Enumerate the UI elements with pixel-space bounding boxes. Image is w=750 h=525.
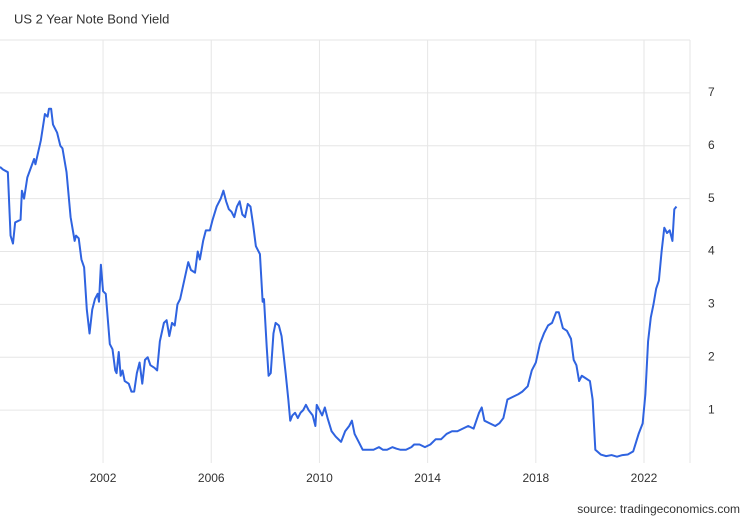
x-tick-label: 2002: [90, 471, 117, 485]
source: source: tradingeconomics.com: [577, 502, 740, 516]
data-line: [0, 107, 678, 458]
x-tick-label: 2022: [631, 471, 658, 485]
x-tick-label: 2010: [306, 471, 333, 485]
x-tick-label: 2018: [522, 471, 549, 485]
x-tick-label: 2006: [198, 471, 225, 485]
x-tick-label: 2014: [414, 471, 441, 485]
y-tick-label: 4: [708, 244, 715, 258]
y-tick-label: 5: [708, 191, 715, 205]
y-tick-label: 7: [708, 85, 715, 99]
y-tick-label: 6: [708, 138, 715, 152]
chart-title: US 2 Year Note Bond Yield: [14, 11, 169, 26]
y-tick-label: 2: [708, 349, 715, 363]
y-tick-label: 1: [708, 402, 715, 416]
y-tick-label: 3: [708, 297, 715, 311]
